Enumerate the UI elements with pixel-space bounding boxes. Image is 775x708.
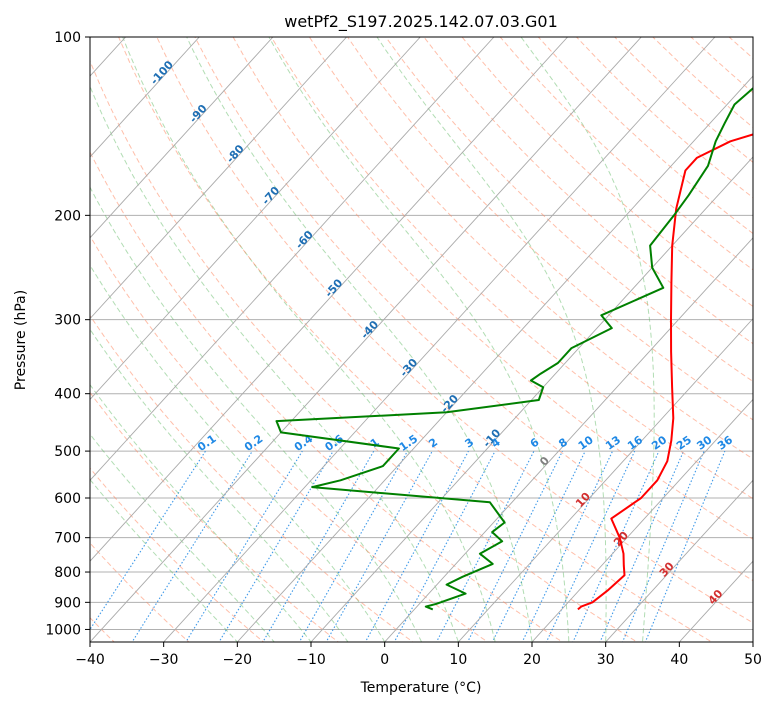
dry-adiabat (194, 37, 753, 582)
dewpoint-profile (275, 87, 753, 611)
dry-adiabat (270, 37, 753, 500)
isotherm-line (90, 37, 421, 401)
sounding-profiles (275, 87, 753, 611)
mixing-ratio-line (325, 450, 433, 642)
isotherm-line (90, 37, 495, 481)
pressure-gridlines (90, 37, 753, 630)
plot-frame (89, 36, 754, 643)
y-tick-label: 500 (54, 444, 81, 460)
moist-adiabat (90, 433, 275, 642)
dry-adiabats (90, 37, 753, 642)
dry-adiabat (90, 314, 414, 642)
y-tick-label: 800 (54, 565, 81, 581)
mixing-ratio-line (545, 450, 636, 642)
dry-adiabat (90, 467, 265, 642)
moist-adiabat (90, 264, 386, 642)
moist-adiabat (90, 478, 239, 642)
moist-adiabat (90, 328, 349, 642)
isotherm-line (163, 37, 716, 642)
mixing-ratio-line (298, 450, 408, 642)
moist-adiabat (520, 37, 655, 642)
moist-adiabat (186, 37, 533, 642)
mixing-ratio-line (364, 450, 469, 642)
x-tick-label: 20 (523, 652, 541, 668)
moist-adiabat (90, 85, 459, 642)
y-axis-label: Pressure (hPa) (13, 290, 29, 390)
x-tick-label: −30 (149, 652, 179, 668)
dry-adiabat (90, 59, 638, 642)
x-tick-label: 0 (380, 652, 389, 668)
x-tick-label: 50 (744, 652, 762, 668)
y-tick-label: 200 (54, 208, 81, 224)
y-tick-label: 700 (54, 531, 81, 547)
isotherm-line (531, 398, 753, 642)
x-tick-label: 40 (670, 652, 688, 668)
isotherm-line (237, 75, 753, 642)
mixing-ratio-line (599, 450, 685, 642)
moist-adiabats (90, 37, 655, 642)
y-tick-label: 600 (54, 491, 81, 507)
moist-adiabat (90, 186, 423, 642)
dry-adiabat (90, 391, 340, 642)
temperature-profile (577, 133, 753, 611)
moist-adiabat (376, 37, 607, 642)
mixing-ratio-line (621, 450, 705, 642)
x-axis: −40 −30 −20 −10 0 10 20 30 40 50 (75, 642, 762, 668)
y-axis: 100 200 300 400 500 600 700 800 900 1000 (45, 30, 90, 638)
isotherm-line (90, 37, 274, 239)
moist-adiabat (268, 37, 570, 642)
chart-title: wetPf2_S197.2025.142.07.03.G01 (284, 12, 558, 32)
moist-adiabat (122, 37, 496, 642)
x-tick-label: −10 (296, 652, 326, 668)
dry-adiabat (232, 37, 753, 540)
dry-adiabat (461, 37, 753, 308)
dry-adiabat (308, 37, 753, 460)
mixing-ratio-line (90, 450, 206, 631)
mixing-ratio-line (185, 450, 303, 642)
dry-adiabat (423, 37, 753, 345)
isotherm-line (605, 479, 753, 642)
x-tick-label: −20 (223, 652, 253, 668)
y-tick-label: 400 (54, 387, 81, 403)
y-tick-label: 1000 (45, 622, 81, 638)
x-tick-label: 30 (597, 652, 615, 668)
y-tick-label: 900 (54, 595, 81, 611)
mixing-ratio-line (131, 450, 253, 642)
x-tick-label: 10 (449, 652, 467, 668)
dry-adiabat (90, 150, 564, 642)
dry-adiabat (90, 234, 489, 642)
isotherm-line (90, 37, 642, 642)
x-axis-label: Temperature (°C) (360, 680, 482, 696)
isotherms (90, 37, 753, 642)
x-tick-label: −40 (75, 652, 105, 668)
isotherm-line (90, 37, 200, 158)
y-tick-label: 300 (54, 313, 81, 329)
mixing-ratio-lines (90, 450, 726, 642)
mixing-ratio-line (393, 450, 496, 642)
moist-adiabat (90, 383, 312, 642)
dry-adiabat (118, 37, 713, 642)
mixing-ratio-line (521, 450, 614, 642)
dry-adiabat (156, 37, 753, 624)
isotherm-line (458, 317, 753, 642)
isotherm-line (384, 237, 753, 642)
y-tick-label: 100 (54, 30, 81, 46)
dry-adiabat (347, 37, 753, 421)
mixing-ratio-line (572, 450, 660, 642)
isotherm-line (90, 37, 347, 320)
isotherm-line (90, 37, 568, 562)
mixing-ratio-line (644, 450, 726, 642)
